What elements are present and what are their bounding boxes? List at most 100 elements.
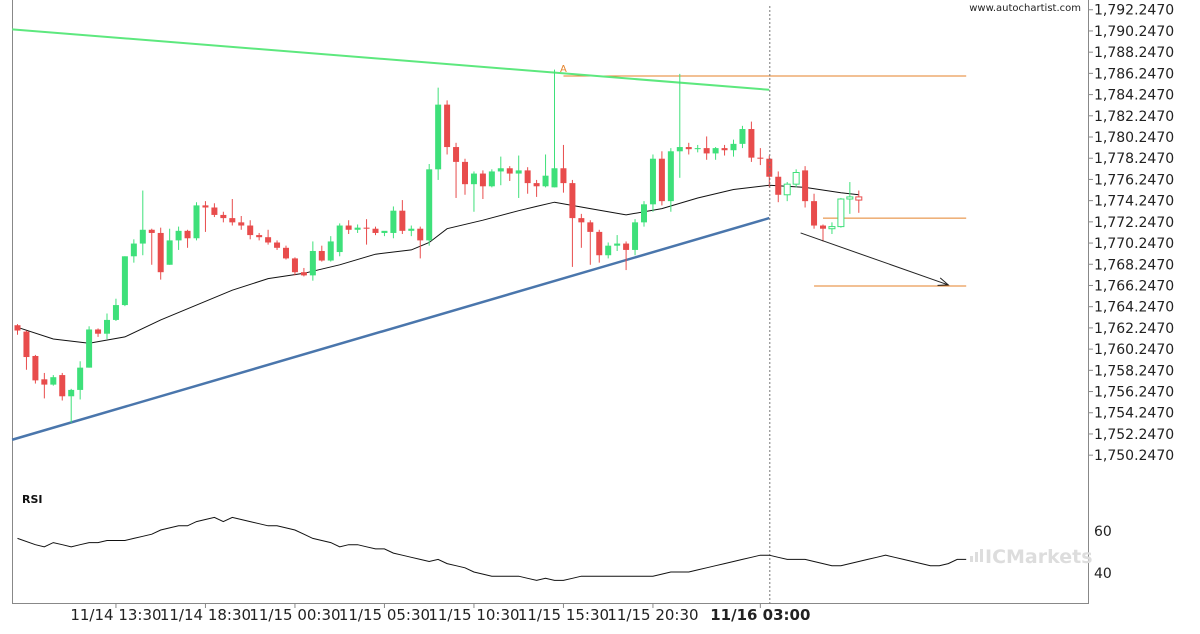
candle-body-86 — [783, 183, 791, 196]
candle-body-37 — [345, 225, 352, 230]
candle-75 — [685, 142, 692, 155]
broker-logo-text: ICMarkets — [985, 546, 1093, 568]
candle-59 — [542, 154, 549, 188]
candle-92 — [837, 197, 845, 228]
candle-body-16 — [157, 232, 164, 273]
candle-body-15 — [148, 229, 155, 233]
candle-body-62 — [569, 183, 576, 219]
price-tick-label-9: 1,774.2470 — [1094, 194, 1174, 210]
price-tick-label-19: 1,754.2470 — [1094, 406, 1174, 422]
ic-markets-logo: ICMarkets — [970, 546, 1093, 568]
candle-15 — [148, 228, 155, 265]
candle-5 — [59, 372, 66, 401]
moving-average-line — [17, 184, 859, 344]
candle-body-38 — [354, 227, 361, 230]
candle-body-17 — [166, 240, 173, 265]
candle-40 — [372, 226, 379, 236]
price-tick-label-20: 1,752.2470 — [1094, 427, 1174, 443]
price-tick-label-2: 1,788.2470 — [1094, 45, 1174, 61]
candle-body-63 — [578, 218, 585, 223]
candle-50 — [462, 158, 468, 195]
candle-34 — [318, 245, 325, 262]
candle-body-48 — [444, 104, 451, 148]
time-tick-label-4: 11/15 10:30 — [428, 606, 519, 624]
price-tick-label-7: 1,778.2470 — [1094, 151, 1174, 167]
price-tick-label-5: 1,782.2470 — [1094, 109, 1174, 125]
candle-39 — [363, 219, 370, 245]
candle-32 — [300, 267, 307, 277]
candle-body-79 — [721, 148, 728, 151]
candle-9 — [95, 328, 102, 337]
candle-81 — [739, 125, 746, 149]
forecast-arrow-line — [800, 232, 949, 286]
candle-37 — [345, 220, 352, 235]
candle-26 — [247, 220, 254, 240]
candle-body-78 — [712, 148, 719, 154]
forecast-arrow-head — [937, 277, 950, 286]
candle-0 — [14, 324, 21, 335]
candle-body-31 — [291, 258, 298, 273]
candle-64 — [587, 220, 594, 265]
candle-87 — [792, 169, 800, 188]
candle-53 — [488, 169, 495, 188]
candle-body-59 — [542, 175, 549, 187]
time-tick-label-5: 11/15 15:30 — [518, 606, 609, 624]
candle-body-56 — [515, 170, 522, 174]
candle-body-66 — [605, 245, 612, 256]
candle-6 — [68, 388, 75, 423]
candle-1 — [23, 330, 30, 370]
candle-body-60 — [551, 168, 558, 188]
candle-body-89 — [811, 201, 818, 226]
candle-70 — [641, 201, 647, 227]
candle-body-7 — [77, 367, 84, 390]
candle-51 — [470, 171, 477, 212]
candle-62 — [569, 179, 576, 267]
candle-body-12 — [121, 256, 128, 306]
moving-average — [17, 184, 859, 344]
candle-46 — [426, 164, 433, 246]
candle-90 — [820, 224, 826, 242]
candle-60 — [551, 69, 558, 188]
candle-body-10 — [104, 319, 110, 334]
overlays: A — [560, 6, 950, 604]
candle-78 — [712, 147, 719, 160]
candle-20 — [193, 202, 200, 241]
candle-19 — [184, 229, 191, 248]
candle-3 — [41, 372, 48, 399]
candle-8 — [86, 326, 93, 368]
candle-body-28 — [265, 237, 272, 243]
candle-body-13 — [130, 243, 137, 257]
candle-body-69 — [632, 222, 639, 250]
candle-77 — [703, 136, 710, 160]
candle-80 — [730, 139, 737, 157]
price-tick-label-8: 1,776.2470 — [1094, 172, 1174, 188]
candle-12 — [121, 256, 128, 307]
price-tick-label-14: 1,764.2470 — [1094, 300, 1174, 316]
candle-27 — [256, 232, 263, 241]
candle-57 — [524, 167, 531, 194]
candle-body-46 — [426, 169, 433, 241]
candle-83 — [757, 148, 764, 166]
candle-body-19 — [184, 230, 191, 239]
price-tick-label-18: 1,756.2470 — [1094, 385, 1174, 401]
ic-markets-logo-icon — [970, 549, 983, 562]
candle-43 — [399, 200, 406, 235]
candle-body-80 — [730, 143, 737, 151]
candle-body-3 — [41, 379, 48, 385]
candle-55 — [506, 166, 513, 181]
candle-42 — [390, 206, 397, 239]
candle-35 — [327, 236, 334, 262]
candle-body-91 — [828, 226, 836, 230]
candle-body-94 — [855, 196, 863, 201]
rsi-panel: 60 40 — [17, 516, 1112, 582]
candle-29 — [274, 240, 281, 250]
candle-body-87 — [792, 172, 800, 185]
candle-16 — [157, 227, 164, 280]
candle-63 — [578, 213, 585, 248]
candle-14 — [139, 190, 146, 256]
candle-body-57 — [524, 170, 531, 184]
candle-18 — [175, 226, 182, 250]
candle-36 — [336, 223, 343, 257]
